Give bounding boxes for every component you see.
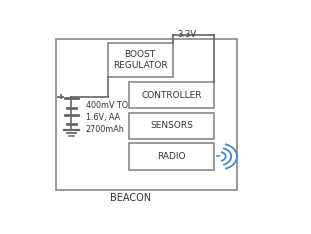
Bar — [56, 39, 237, 190]
Bar — [129, 113, 214, 139]
Text: SENSORS: SENSORS — [150, 121, 193, 130]
Bar — [129, 143, 214, 169]
Text: BEACON: BEACON — [110, 193, 151, 203]
Bar — [108, 43, 173, 77]
Bar — [129, 82, 214, 108]
Text: BOOST
REGULATOR: BOOST REGULATOR — [113, 50, 167, 70]
Text: CONTROLLER: CONTROLLER — [141, 91, 202, 100]
Text: RADIO: RADIO — [157, 152, 186, 161]
Text: 400mV TO
1.6V, AA
2700mAh: 400mV TO 1.6V, AA 2700mAh — [86, 101, 128, 134]
Text: 3.3V: 3.3V — [178, 30, 197, 39]
